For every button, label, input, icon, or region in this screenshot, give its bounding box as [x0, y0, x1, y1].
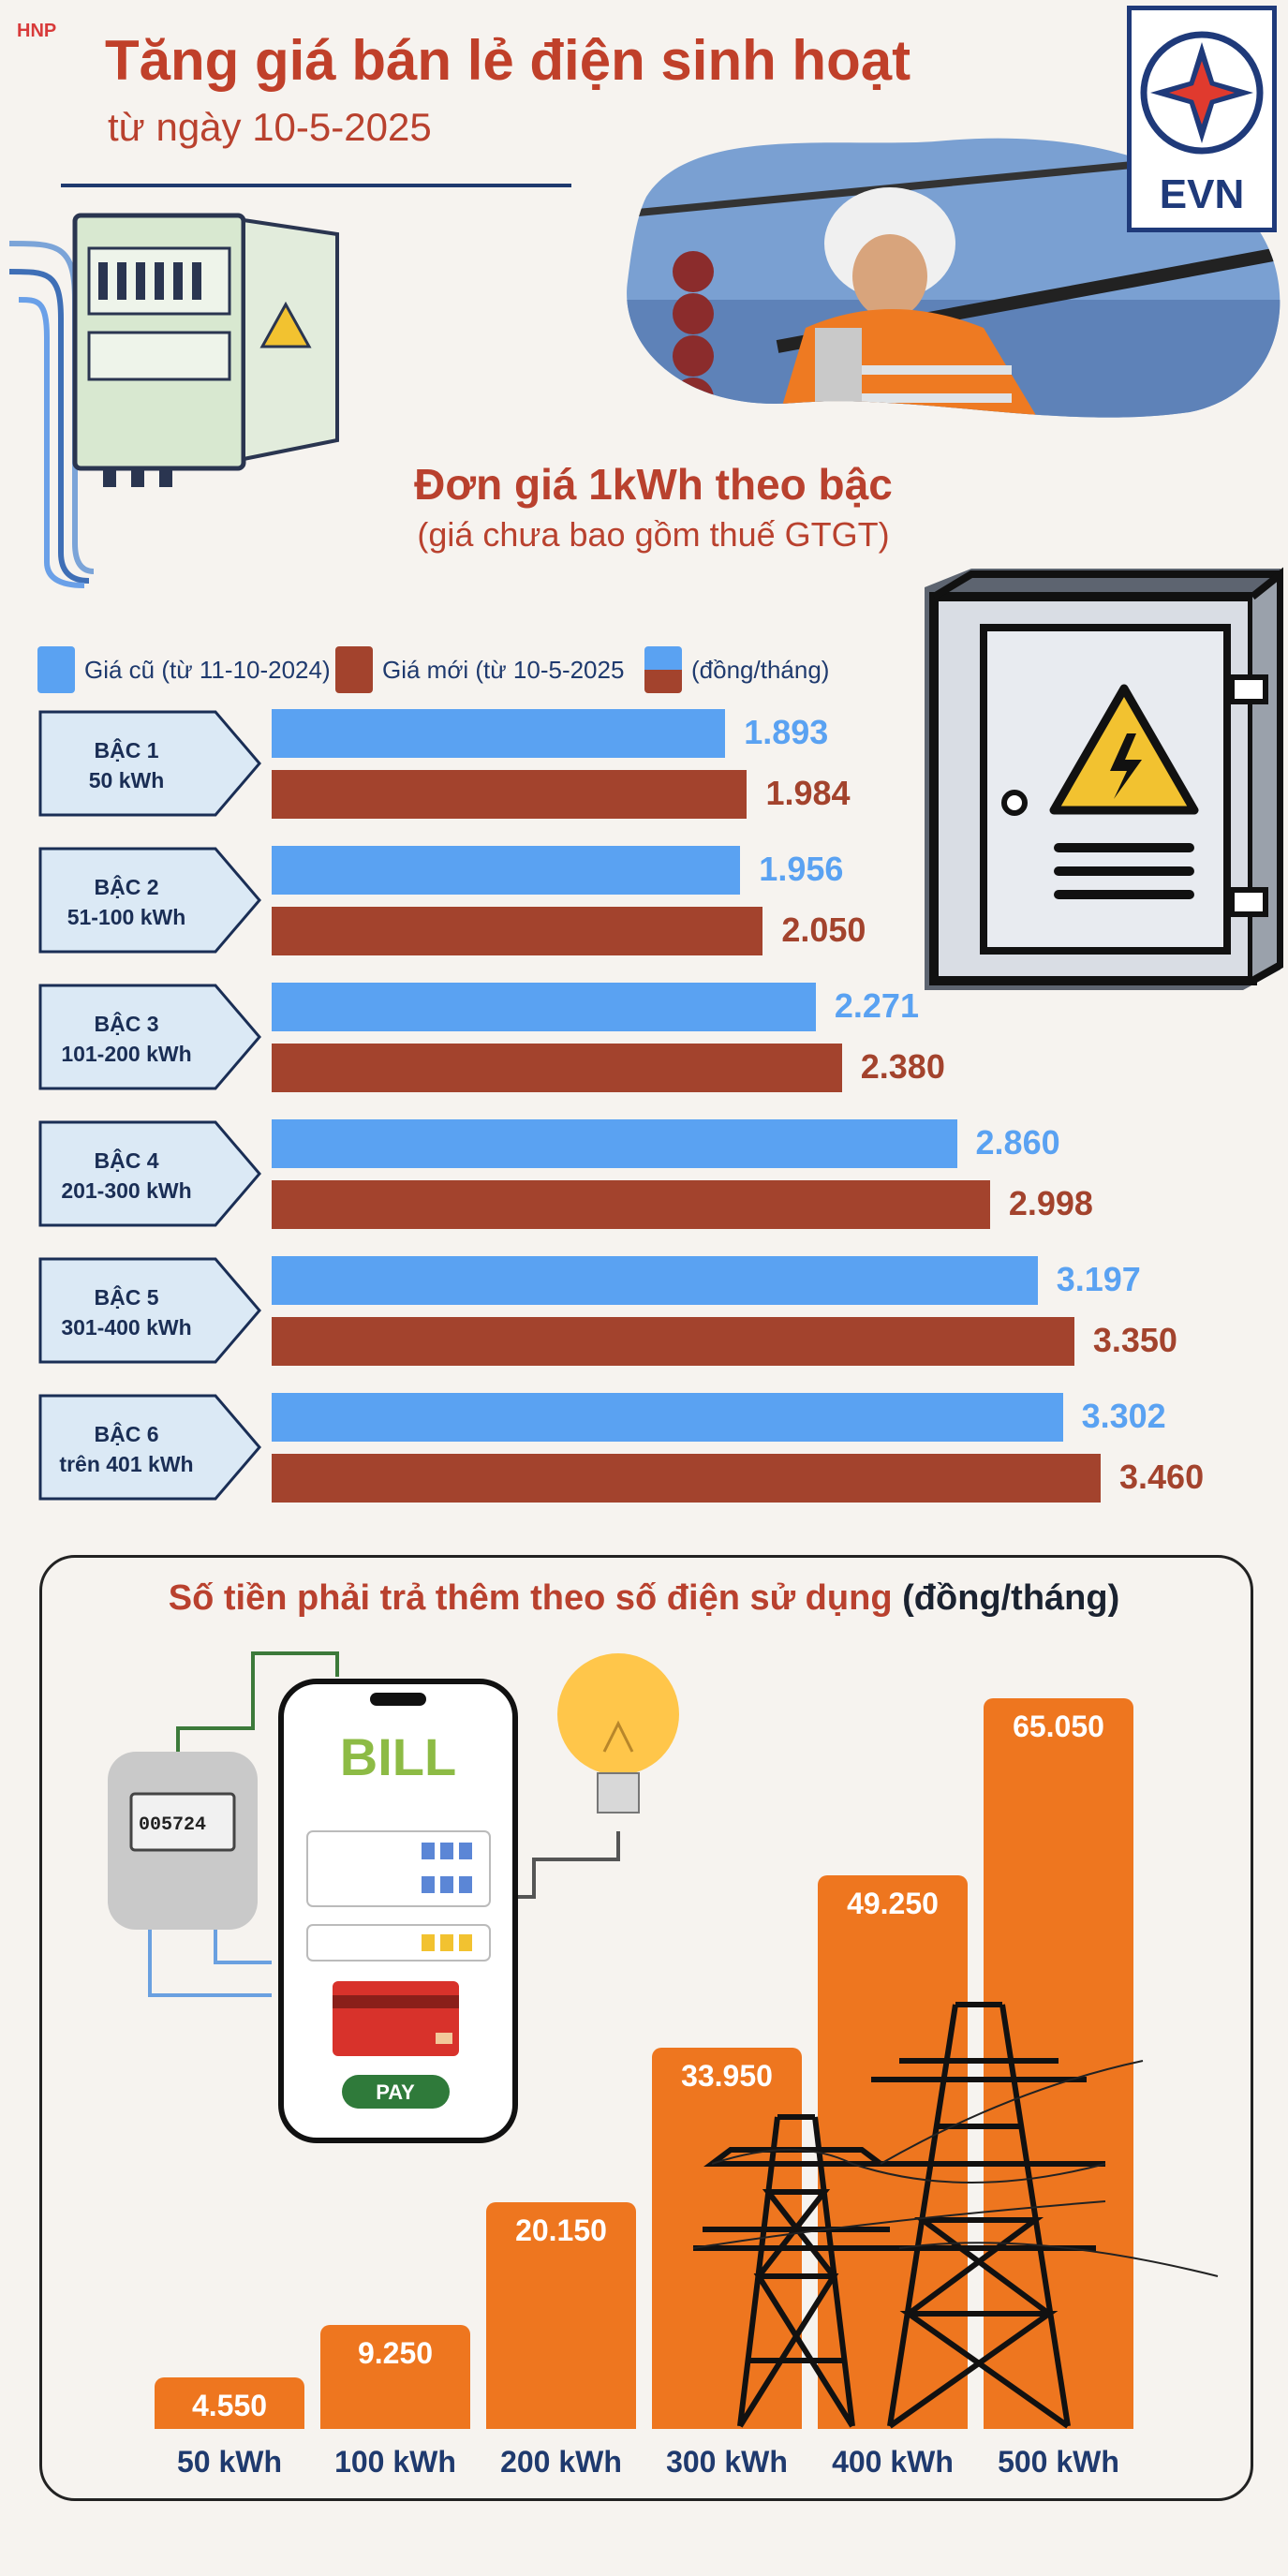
- bill-text: BILL: [340, 1727, 456, 1786]
- tier-label-2: BẬC 2 51-100 kWh: [37, 846, 262, 955]
- bill-phone-illustration: 005724 BILL PAY: [108, 1651, 679, 2143]
- new-price-bar-4: [272, 1180, 990, 1229]
- tier-name: BẬC 3: [94, 1012, 159, 1036]
- legend-old-swatch: [37, 646, 75, 693]
- tier-label-1: BẬC 1 50 kWh: [37, 709, 262, 818]
- new-price-bar-1: [272, 770, 748, 819]
- new-price-label-3: 2.380: [860, 1047, 945, 1086]
- old-price-bar-5: [272, 1256, 1038, 1305]
- tier-name: BẬC 5: [94, 1285, 159, 1310]
- section1-subtitle: (giá chưa bao gồm thuế GTGT): [417, 515, 890, 554]
- legend-new: Giá mới (từ 10-5-2025: [335, 646, 624, 693]
- tier-range: 201-300 kWh: [61, 1178, 192, 1203]
- old-price-bar-3: [272, 983, 816, 1031]
- evn-star-icon: [1140, 31, 1264, 155]
- new-price-label-2: 2.050: [781, 910, 866, 949]
- tier-name: BẬC 1: [94, 738, 159, 762]
- new-price-label-5: 3.350: [1092, 1321, 1177, 1359]
- legend-old-label: Giá cũ (từ 11-10-2024): [84, 655, 331, 684]
- new-price-bar-6: [272, 1454, 1101, 1503]
- tier-label-4: BẬC 4 201-300 kWh: [37, 1119, 262, 1228]
- tier-range: 301-400 kWh: [61, 1315, 192, 1340]
- old-price-bar-1: [272, 709, 726, 758]
- cost-value-4: 33.950: [681, 2058, 773, 2093]
- section2-title-main: Số tiền phải trả thêm theo số điện sử dụ…: [168, 1578, 893, 1618]
- old-price-label-1: 1.893: [744, 713, 829, 751]
- cost-value-6: 65.050: [1013, 1710, 1104, 1743]
- cost-category-4: 300 kWh: [666, 2445, 788, 2479]
- legend-old: Giá cũ (từ 11-10-2024): [37, 646, 331, 693]
- power-tower-illustration: [692, 2002, 1219, 2429]
- cost-value-2: 9.250: [357, 2336, 434, 2371]
- section1-title: Đơn giá 1kWh theo bậc: [414, 460, 893, 509]
- cost-category-3: 200 kWh: [500, 2445, 622, 2479]
- meter-digits: 005724: [139, 1814, 206, 1836]
- page-title: Tăng giá bán lẻ điện sinh hoạt: [105, 29, 911, 92]
- old-price-bar-2: [272, 846, 741, 895]
- old-price-bar-4: [272, 1119, 957, 1168]
- new-price-bar-5: [272, 1317, 1074, 1366]
- cost-bar-2: [320, 2325, 470, 2429]
- section2-title-unit: (đồng/tháng): [902, 1578, 1120, 1618]
- danger-box-illustration: [925, 567, 1283, 990]
- legend-new-label: Giá mới (từ 10-5-2025: [382, 655, 625, 684]
- electric-cabinet-illustration: [8, 213, 339, 588]
- cost-bar-3: [486, 2202, 636, 2429]
- old-price-label-2: 1.956: [759, 850, 844, 888]
- legend-unit-label: (đồng/tháng): [691, 655, 830, 684]
- cost-category-5: 400 kWh: [832, 2445, 954, 2479]
- page-subtitle: từ ngày 10-5-2025: [108, 105, 432, 149]
- old-price-bar-6: [272, 1393, 1063, 1442]
- old-price-label-5: 3.197: [1056, 1260, 1141, 1298]
- brand-logo: HNP: [17, 21, 57, 41]
- tier-label-3: BẬC 3 101-200 kWh: [37, 983, 262, 1091]
- new-price-label-6: 3.460: [1119, 1458, 1205, 1496]
- tier-name: BẬC 4: [94, 1148, 159, 1173]
- tier-name: BẬC 6: [94, 1422, 159, 1446]
- cost-bar-1: [155, 2377, 304, 2429]
- legend-new-swatch: [335, 646, 373, 693]
- tier-range: 51-100 kWh: [67, 905, 186, 929]
- tier-label-5: BẬC 5 301-400 kWh: [37, 1256, 262, 1365]
- tier-name: BẬC 2: [94, 875, 159, 899]
- legend-unit-swatch: [644, 646, 682, 693]
- cost-value-5: 49.250: [847, 1887, 939, 1921]
- tier-label-6: BẬC 6 trên 401 kWh: [37, 1393, 262, 1502]
- cost-category-2: 100 kWh: [334, 2445, 456, 2479]
- evn-text: EVN: [1159, 171, 1245, 217]
- tier-range: 50 kWh: [88, 768, 165, 792]
- new-price-bar-2: [272, 907, 763, 955]
- title-underline: [61, 184, 571, 187]
- section2-title: Số tiền phải trả thêm theo số điện sử dụ…: [0, 1578, 1288, 1619]
- cost-value-3: 20.150: [515, 2213, 607, 2248]
- evn-logo: EVN: [1127, 6, 1277, 232]
- tier-range: 101-200 kWh: [61, 1042, 192, 1066]
- legend-unit: (đồng/tháng): [644, 646, 829, 693]
- old-price-label-6: 3.302: [1081, 1397, 1166, 1435]
- cost-value-1: 4.550: [191, 2389, 268, 2423]
- cost-category-1: 50 kWh: [176, 2445, 283, 2479]
- tier-range: trên 401 kWh: [59, 1452, 194, 1476]
- pay-text: PAY: [376, 2080, 415, 2104]
- new-price-label-4: 2.998: [1008, 1184, 1093, 1222]
- cost-category-6: 500 kWh: [998, 2445, 1119, 2479]
- old-price-label-3: 2.271: [834, 986, 919, 1025]
- new-price-label-1: 1.984: [765, 774, 851, 812]
- old-price-label-4: 2.860: [975, 1123, 1060, 1162]
- new-price-bar-3: [272, 1044, 842, 1092]
